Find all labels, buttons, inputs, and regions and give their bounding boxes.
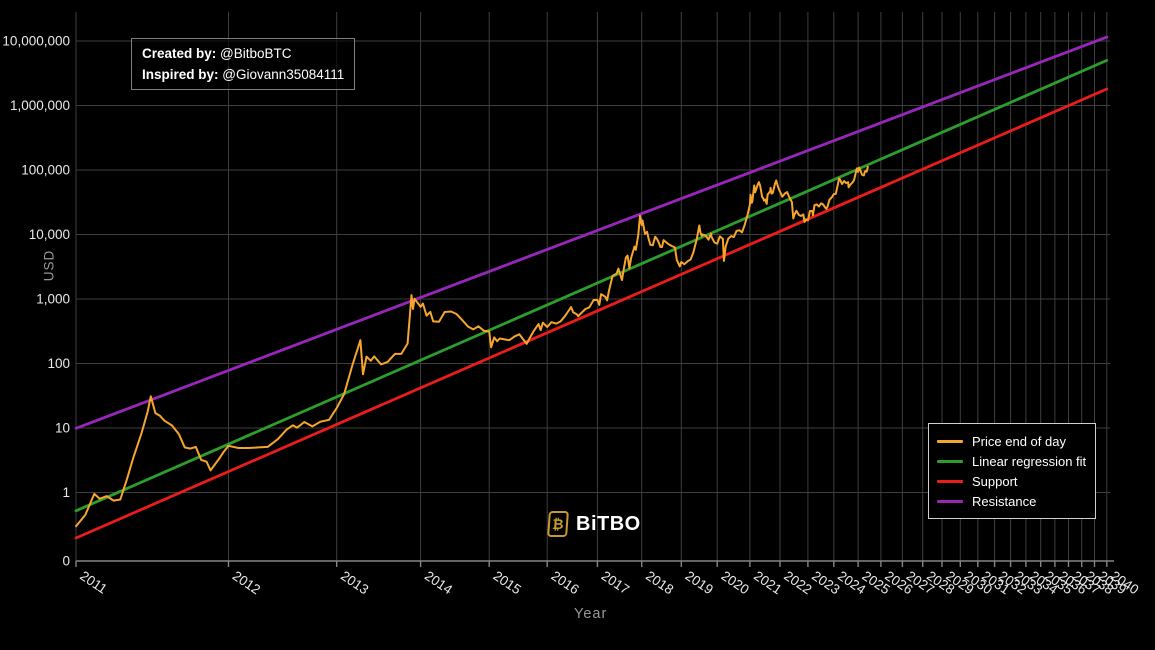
- y-axis-title: USD: [41, 249, 57, 282]
- x-tick-label: 2014: [422, 568, 456, 598]
- x-tick-label: 2021: [751, 568, 784, 597]
- credit-value-1: @BitboBTC: [216, 46, 292, 61]
- y-tick-label: 0: [62, 554, 70, 569]
- legend-label-resistance: Resistance: [972, 493, 1037, 509]
- x-tick-label: 2019: [683, 568, 716, 597]
- y-tick-label: 1,000,000: [10, 98, 70, 113]
- support-line: [74, 87, 1109, 540]
- y-tick-label: 10,000: [29, 227, 70, 242]
- y-tick-label: 1: [62, 485, 70, 500]
- x-tick-label: 2015: [491, 568, 524, 597]
- legend-swatch-price: [937, 439, 963, 443]
- credit-label-1: Created by:: [142, 46, 217, 61]
- legend-swatch-regression: [937, 459, 963, 463]
- credit-box: Created by: @BitboBTC Inspired by: @Giov…: [131, 38, 356, 90]
- credit-value-2: @Giovann35084111: [218, 67, 345, 82]
- legend-item-resistance[interactable]: Resistance: [937, 491, 1095, 511]
- x-tick-label: 2018: [643, 568, 676, 597]
- x-tick-label: 2040: [1108, 568, 1141, 597]
- legend-item-linear-regression-fit[interactable]: Linear regression fit: [937, 451, 1095, 471]
- x-tick-label: 2012: [230, 568, 263, 597]
- legend-item-support[interactable]: Support: [937, 471, 1095, 491]
- legend: Price end of day Linear regression fit S…: [928, 423, 1096, 519]
- price-end-of-day-line[interactable]: [75, 165, 869, 528]
- bitbo-logo-text: BiTBO: [576, 512, 641, 535]
- y-tick-label: 100,000: [21, 163, 70, 178]
- bitbo-logo: ₿ BiTBO: [547, 511, 641, 537]
- credit-line-1: Created by: @BitboBTC: [142, 43, 344, 64]
- legend-label-price: Price end of day: [972, 433, 1066, 449]
- x-tick-label: 2020: [719, 568, 752, 597]
- credit-label-2: Inspired by:: [142, 67, 219, 82]
- linear-regression-line: [74, 59, 1109, 513]
- resistance-line: [74, 35, 1109, 430]
- legend-item-price-end-of-day[interactable]: Price end of day: [937, 431, 1095, 451]
- legend-swatch-resistance: [937, 499, 963, 503]
- x-tick-label: 2013: [338, 568, 371, 597]
- y-tick-label: 1,000: [36, 292, 70, 307]
- x-axis-title: Year: [574, 606, 608, 622]
- bitcoin-icon: ₿: [547, 511, 569, 537]
- credit-line-2: Inspired by: @Giovann35084111: [142, 64, 344, 85]
- x-tick-label: 2023: [809, 568, 842, 597]
- legend-swatch-support: [937, 479, 963, 483]
- x-tick-label: 2022: [781, 568, 814, 597]
- x-tick-label: 2017: [599, 568, 632, 597]
- y-tick-label: 100: [47, 356, 70, 371]
- y-tick-label: 10: [55, 421, 70, 436]
- y-tick-label: 10,000,000: [2, 34, 70, 49]
- legend-label-support: Support: [972, 473, 1018, 489]
- x-tick-label: 2016: [549, 568, 582, 597]
- legend-label-regression: Linear regression fit: [972, 453, 1087, 469]
- x-tick-label: 2011: [77, 568, 109, 597]
